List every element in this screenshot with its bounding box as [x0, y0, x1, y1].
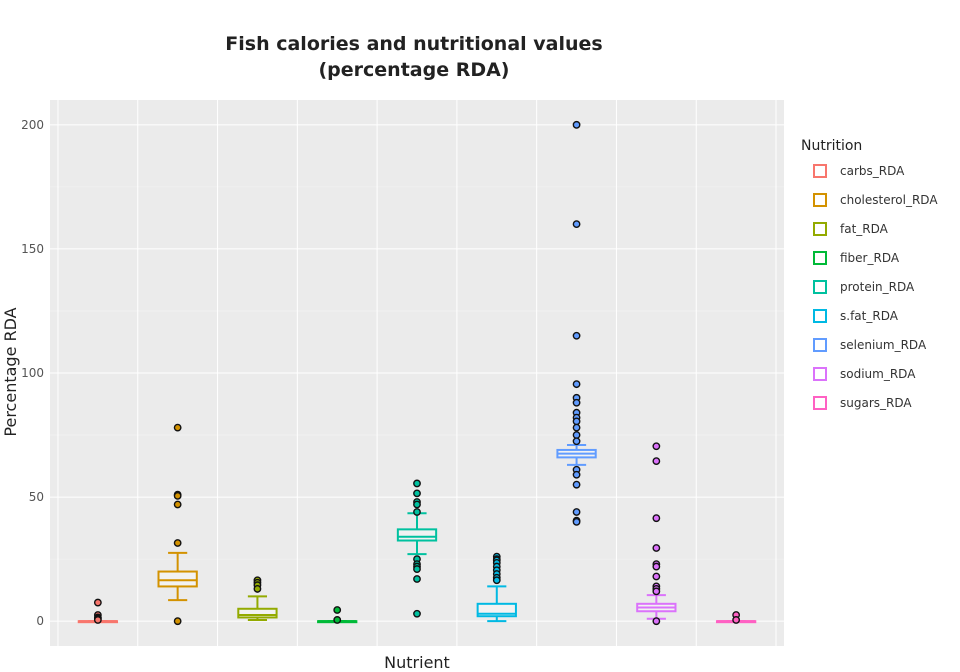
y-axis-tick-labels: 0 50 100 150 200 [21, 118, 44, 628]
x-axis-title: Nutrient [384, 653, 450, 672]
outlier-point[interactable] [572, 431, 581, 439]
legend-swatch [813, 251, 827, 265]
legend-items: carbs_RDA cholesterol_RDA fat_RDA fiber_RDA… [813, 164, 938, 410]
outlier-point[interactable] [93, 616, 102, 624]
outlier-point[interactable] [333, 616, 342, 624]
box-protein_RDA[interactable] [396, 479, 438, 618]
outlier-point[interactable] [413, 508, 421, 516]
outlier-point[interactable] [652, 514, 661, 523]
box-iqr [157, 570, 198, 588]
outlier-point[interactable] [572, 398, 581, 407]
legend-item-cholesterol_RDA[interactable]: cholesterol_RDA [813, 193, 938, 207]
chart-title-line-2: (percentage RDA) [318, 59, 509, 81]
outlier-point[interactable] [572, 417, 581, 426]
y-tick-label-0: 0 [36, 614, 44, 628]
box-cholesterol_RDA[interactable] [157, 423, 198, 626]
outlier-point[interactable] [173, 423, 182, 432]
outlier-point[interactable] [652, 544, 661, 552]
box-fat_RDA[interactable] [237, 576, 278, 621]
outlier-point[interactable] [732, 616, 741, 624]
outlier-point[interactable] [652, 562, 661, 571]
legend: Nutrition carbs_RDA cholesterol_RDA fat_RD… [801, 138, 938, 410]
outlier-point[interactable] [413, 500, 421, 509]
outlier-point[interactable] [652, 587, 661, 596]
outlier-point[interactable] [173, 617, 182, 626]
legend-item-fat_RDA[interactable]: fat_RDA [813, 222, 889, 236]
outlier-point[interactable] [93, 598, 102, 607]
outlier-point[interactable] [652, 457, 661, 466]
outlier-point[interactable] [492, 576, 501, 585]
legend-swatch [813, 193, 827, 207]
y-tick-label-50: 50 [29, 490, 44, 504]
legend-label: cholesterol_RDA [840, 193, 938, 207]
outlier-point[interactable] [572, 120, 581, 129]
box-iqr [396, 528, 438, 542]
boxes-layer [77, 120, 757, 626]
outlier-point[interactable] [572, 423, 581, 432]
y-tick-label-100: 100 [21, 366, 44, 380]
y-axis-title: Percentage RDA [1, 307, 20, 436]
legend-label: sugars_RDA [840, 396, 912, 410]
box-fiber_RDA[interactable] [317, 606, 358, 624]
legend-swatch [813, 367, 827, 381]
outlier-point[interactable] [173, 539, 182, 547]
legend-item-s.fat_RDA[interactable]: s.fat_RDA [813, 309, 899, 323]
box-iqr [237, 607, 278, 619]
box-sodium_RDA[interactable] [636, 442, 677, 626]
legend-item-selenium_RDA[interactable]: selenium_RDA [813, 338, 927, 352]
outlier-point[interactable] [572, 380, 581, 389]
chart-title: Fish calories and nutritional values (pe… [225, 33, 602, 81]
legend-swatch [813, 309, 827, 323]
legend-item-carbs_RDA[interactable]: carbs_RDA [813, 164, 905, 178]
outlier-point[interactable] [572, 470, 581, 479]
outlier-point[interactable] [173, 500, 182, 509]
outlier-point[interactable] [572, 220, 581, 228]
outlier-point[interactable] [173, 491, 182, 500]
outlier-point[interactable] [413, 479, 421, 488]
legend-label: protein_RDA [840, 280, 915, 294]
outlier-point[interactable] [572, 518, 581, 526]
legend-label: fiber_RDA [840, 251, 900, 265]
legend-label: sodium_RDA [840, 367, 916, 381]
legend-swatch [813, 280, 827, 294]
legend-label: fat_RDA [840, 222, 889, 236]
outlier-point[interactable] [572, 480, 581, 489]
y-tick-label-150: 150 [21, 242, 44, 256]
legend-label: carbs_RDA [840, 164, 905, 178]
y-tick-label-200: 200 [21, 118, 44, 132]
legend-swatch [813, 396, 827, 410]
outlier-point[interactable] [253, 585, 262, 593]
outlier-point[interactable] [413, 489, 421, 498]
legend-item-sodium_RDA[interactable]: sodium_RDA [813, 367, 916, 381]
chart-title-line-1: Fish calories and nutritional values [225, 33, 602, 55]
legend-item-protein_RDA[interactable]: protein_RDA [813, 280, 915, 294]
legend-item-sugars_RDA[interactable]: sugars_RDA [813, 396, 912, 410]
legend-title: Nutrition [801, 138, 862, 154]
outlier-point[interactable] [413, 565, 421, 573]
outlier-point[interactable] [572, 437, 581, 446]
legend-swatch [813, 222, 827, 236]
legend-item-fiber_RDA[interactable]: fiber_RDA [813, 251, 900, 265]
legend-swatch [813, 338, 827, 352]
outlier-point[interactable] [652, 442, 661, 451]
outlier-point[interactable] [572, 508, 581, 516]
box-carbs_RDA[interactable] [77, 598, 119, 624]
legend-swatch [813, 164, 827, 178]
legend-label: selenium_RDA [840, 338, 927, 352]
outlier-point[interactable] [572, 331, 581, 340]
box-selenium_RDA[interactable] [556, 120, 597, 526]
outlier-point[interactable] [413, 609, 421, 618]
legend-label: s.fat_RDA [840, 309, 899, 323]
outlier-point[interactable] [652, 617, 661, 626]
box-s.fat_RDA[interactable] [476, 552, 517, 623]
box-sugars_RDA[interactable] [715, 611, 757, 624]
outlier-point[interactable] [652, 572, 661, 581]
outlier-point[interactable] [413, 575, 421, 583]
outlier-point[interactable] [333, 606, 342, 614]
